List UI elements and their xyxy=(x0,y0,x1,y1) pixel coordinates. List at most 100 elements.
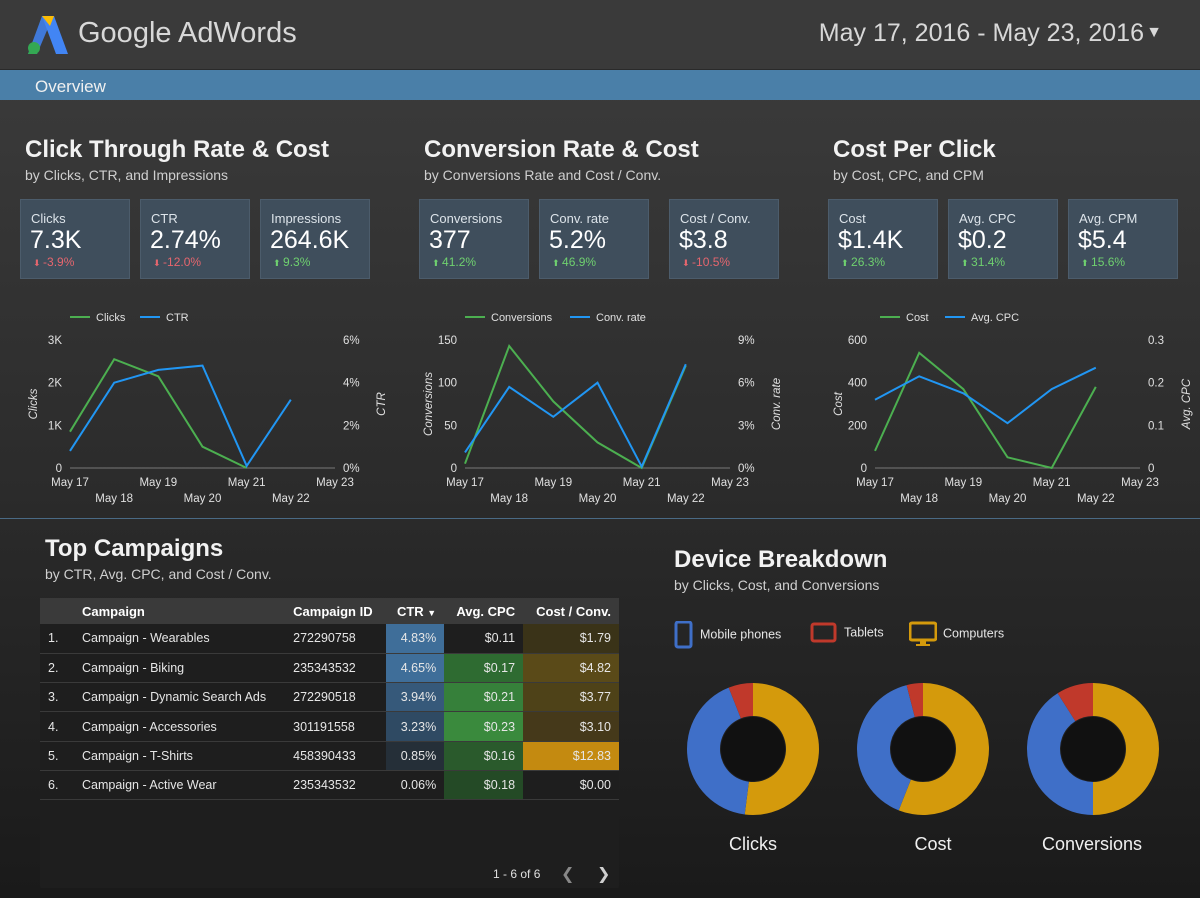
mobile-phone-icon xyxy=(674,620,693,649)
x-tick-label: May 22 xyxy=(272,493,310,505)
y-right-axis-title: CTR xyxy=(376,392,388,416)
kpi-change-value: -12.0% xyxy=(163,255,202,269)
ctr-cell: 3.23% xyxy=(385,711,445,742)
table-row[interactable]: 1. Campaign - Wearables 272290758 4.83% $0.1… xyxy=(40,624,619,654)
series-line-cost xyxy=(874,351,1097,470)
cost-conv-cell: $1.79 xyxy=(523,624,619,654)
kpi-change-value: -10.5% xyxy=(692,255,731,269)
table-row[interactable]: 6. Campaign - Active Wear 235343532 0.06% $0… xyxy=(40,770,619,801)
column-header-campaign-id[interactable]: Campaign ID xyxy=(285,598,386,624)
y-axis-title: Cost xyxy=(833,391,845,415)
avg-cpc-cell: $0.23 xyxy=(444,711,524,742)
donut-label-cost: Cost xyxy=(914,834,952,854)
y-right-tick-label: 0% xyxy=(738,463,755,475)
x-tick-label: May 20 xyxy=(579,493,617,505)
y-tick-label: 2K xyxy=(48,378,62,390)
x-tick-label: May 21 xyxy=(228,477,266,489)
y-right-tick-label: 0.3 xyxy=(1148,335,1164,347)
x-tick-label: May 18 xyxy=(900,493,938,505)
x-tick-label: May 17 xyxy=(856,477,894,489)
kpi-value: 7.3K xyxy=(30,226,82,254)
y-right-tick-label: 4% xyxy=(343,378,360,390)
arrow-up-icon: ⬆ xyxy=(432,258,443,268)
cost-conv-cell: $12.83 xyxy=(523,741,619,771)
y-tick-label: 150 xyxy=(438,335,457,347)
donut-slice-computers xyxy=(898,683,989,815)
avg-cpc-cell: $0.21 xyxy=(444,682,524,713)
x-tick-label: May 20 xyxy=(989,493,1027,505)
chevron-left-icon[interactable]: ❮ xyxy=(561,866,575,883)
series-line-conv-rate xyxy=(464,363,687,469)
table-row[interactable]: 2. Campaign - Biking 235343532 4.65% $0.17 $4… xyxy=(40,653,619,684)
chevron-right-icon[interactable]: ❯ xyxy=(597,866,611,883)
row-index: 1. xyxy=(40,624,74,654)
x-tick-label: May 18 xyxy=(95,493,133,505)
x-tick-label: May 19 xyxy=(139,477,177,489)
date-range-picker[interactable]: May 17, 2016 - May 23, 2016 xyxy=(818,19,1144,47)
column-header-avg-cpc[interactable]: Avg. CPC xyxy=(444,598,524,624)
line-chart-clicks-ctr: Clicks CTR 0 1K 2K 3K 0% 2% 4% 6% Clicks CTR May 17 M… xyxy=(28,312,388,505)
legend-label: Clicks xyxy=(96,312,126,324)
table-row[interactable]: 3. Campaign - Dynamic Search Ads 272290518… xyxy=(40,682,619,713)
kpi-change: ⬆ 15.6% xyxy=(1081,255,1125,269)
tab-overview[interactable]: Overview xyxy=(35,77,106,96)
kpi-change-value: 9.3% xyxy=(283,255,311,269)
y-tick-label: 400 xyxy=(848,378,867,390)
column-header-cost-conv[interactable]: Cost / Conv. xyxy=(523,598,619,624)
x-tick-label: May 23 xyxy=(1121,477,1159,489)
campaign-name: Campaign - Wearables xyxy=(74,624,286,654)
donut-slice-tablets xyxy=(1057,683,1093,722)
kpi-value: 377 xyxy=(429,226,471,254)
cost-conv-cell: $0.00 xyxy=(523,770,619,801)
kpi-card-cost: Cost $1.4K ⬆ 26.3% xyxy=(828,199,938,279)
legend-label: Conv. rate xyxy=(596,312,646,324)
donut-slice-mobile-phones xyxy=(1027,693,1093,815)
kpi-value: 5.2% xyxy=(549,226,606,254)
donut-slice-tablets xyxy=(906,683,923,718)
kpi-label: Conversions xyxy=(430,211,503,226)
section-divider xyxy=(0,518,1200,519)
donut-hole xyxy=(721,717,785,781)
tablet-icon xyxy=(810,622,837,643)
y-right-tick-label: 6% xyxy=(343,335,360,347)
table-row[interactable]: 4. Campaign - Accessories 301191558 3.23% $0… xyxy=(40,711,619,742)
cost-conv-cell: $3.10 xyxy=(523,711,619,742)
kpi-change-value: 26.3% xyxy=(851,255,886,269)
arrow-down-icon: ⬇ xyxy=(153,258,164,268)
caret-down-icon[interactable]: ▼ xyxy=(1146,24,1162,41)
table-row[interactable]: 5. Campaign - T-Shirts 458390433 0.85% $0.16… xyxy=(40,741,619,771)
donut-slice-mobile-phones xyxy=(687,687,749,815)
kpi-card-conversions: Conversions 377 ⬆ 41.2% xyxy=(419,199,529,279)
section-subtitle-conv: by Conversions Rate and Cost / Conv. xyxy=(424,167,662,183)
row-index: 3. xyxy=(40,682,74,713)
arrow-down-icon: ⬇ xyxy=(682,258,693,268)
kpi-change: ⬆ 26.3% xyxy=(841,255,885,269)
y-right-tick-label: 0.1 xyxy=(1148,420,1164,432)
y-tick-label: 50 xyxy=(444,420,457,432)
campaign-name: Campaign - Active Wear xyxy=(74,770,286,801)
line-chart-cost-cpc: Cost Avg. CPC 0 200 400 600 0 0.1 0.2 0.3 Cost Avg.… xyxy=(833,312,1193,505)
arrow-up-icon: ⬆ xyxy=(273,258,284,268)
section-title-device: Device Breakdown xyxy=(674,546,888,573)
y-tick-label: 1K xyxy=(48,420,62,432)
column-header-ctr[interactable]: CTR ▼ xyxy=(385,598,445,624)
campaign-id: 301191558 xyxy=(285,711,386,742)
column-header-campaign[interactable]: Campaign xyxy=(74,598,286,624)
kpi-card-ctr: CTR 2.74% ⬇ -12.0% xyxy=(140,199,250,279)
kpi-card-clicks: Clicks 7.3K ⬇ -3.9% xyxy=(20,199,130,279)
column-header-index xyxy=(40,598,74,624)
column-header-ctr-label: CTR xyxy=(396,603,424,619)
arrow-down-icon: ⬇ xyxy=(33,258,44,268)
campaign-name: Campaign - Biking xyxy=(74,653,286,684)
campaign-id: 458390433 xyxy=(285,741,386,771)
series-line-avg-cpc xyxy=(874,366,1097,425)
y-right-axis-title: Conv. rate xyxy=(771,378,783,430)
section-subtitle-device: by Clicks, Cost, and Conversions xyxy=(674,577,880,593)
y-tick-label: 600 xyxy=(848,335,867,347)
campaign-name: Campaign - Accessories xyxy=(74,711,286,742)
tab-bar: Overview xyxy=(0,70,1200,100)
campaigns-table: Campaign Campaign ID CTR ▼ Avg. CPC Cost… xyxy=(40,598,619,801)
kpi-value: $5.4 xyxy=(1078,226,1127,254)
kpi-change: ⬇ -12.0% xyxy=(153,255,201,269)
arrow-up-icon: ⬆ xyxy=(961,258,972,268)
